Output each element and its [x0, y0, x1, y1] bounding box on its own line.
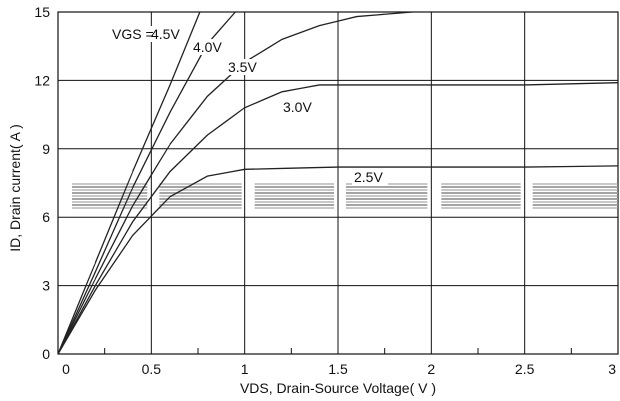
curve-label-bg [191, 39, 227, 55]
y-axis-label: ID, Drain current( A ) [7, 124, 23, 252]
artifact-stripe [532, 195, 618, 197]
artifact-stripe [254, 192, 334, 194]
y-tick-label: 9 [42, 141, 50, 157]
artifact-stripe [346, 192, 428, 194]
curve-label-bg [281, 99, 317, 115]
artifact-stripe [159, 201, 242, 203]
artifact-stripe [441, 207, 521, 209]
artifact-stripe [532, 204, 618, 206]
x-tick-label: 1 [241, 361, 249, 377]
curve-label-bg [149, 26, 185, 42]
curve-label-2-5v: 2.5V [354, 169, 383, 185]
artifact-stripe [254, 204, 334, 206]
artifact-stripe [346, 186, 428, 188]
artifact-stripe [346, 201, 428, 203]
y-tick-label: 15 [34, 4, 50, 20]
artifact-stripe [346, 204, 428, 206]
y-tick-label: 6 [42, 209, 50, 225]
curve-label-bg [352, 169, 388, 185]
x-tick-label: 1.5 [328, 361, 348, 377]
artifact-stripe [532, 189, 618, 191]
artifact-stripe [346, 198, 428, 200]
artifact-stripe [159, 204, 242, 206]
x-tick-label: 2 [427, 361, 435, 377]
series-3-0v-line [57, 82, 619, 355]
artifact-stripe [159, 195, 242, 197]
curve-label-3-5v: 3.5V [228, 59, 257, 75]
artifact-stripe [532, 201, 618, 203]
artifact-stripe [72, 186, 148, 188]
artifact-stripe [532, 186, 618, 188]
vgs-label: VGS = [112, 26, 154, 42]
artifact-stripe [532, 207, 618, 209]
artifact-stripe [532, 183, 618, 185]
x-axis-label: VDS, Drain-Source Voltage( V ) [240, 380, 436, 396]
artifact-stripe [72, 198, 148, 200]
artifact-stripe [72, 189, 148, 191]
artifact-stripe [72, 201, 148, 203]
series-4-5v-line [57, 11, 201, 355]
artifact-stripe [441, 204, 521, 206]
artifact-stripe [254, 201, 334, 203]
artifact-stripe [441, 198, 521, 200]
artifact-stripe [254, 183, 334, 185]
artifact-stripe [441, 189, 521, 191]
curve-label-4-5v: 4.5V [151, 26, 180, 42]
artifact-stripe [441, 192, 521, 194]
x-tick-label: 0 [62, 361, 70, 377]
artifact-stripe [346, 207, 428, 209]
artifact-stripe [254, 189, 334, 191]
artifact-stripe [159, 183, 242, 185]
artifact-stripe [441, 195, 521, 197]
artifact-stripe [72, 183, 148, 185]
curve-label-4-0v: 4.0V [193, 39, 222, 55]
x-tick-label: 0.5 [142, 361, 162, 377]
x-tick-label: 3 [608, 361, 616, 377]
artifact-stripe [441, 186, 521, 188]
artifact-stripe [441, 183, 521, 185]
artifact-stripe [346, 195, 428, 197]
artifact-stripe [441, 201, 521, 203]
artifact-stripe [72, 207, 148, 209]
y-tick-label: 12 [34, 72, 50, 88]
artifact-stripe [532, 192, 618, 194]
x-tick-label: 2.5 [515, 361, 535, 377]
scan-artifact-band [72, 183, 618, 209]
artifact-stripe [72, 195, 148, 197]
artifact-stripe [346, 189, 428, 191]
artifact-stripe [254, 198, 334, 200]
curve-label-bg [226, 59, 262, 75]
curve-label-3-0v: 3.0V [283, 99, 312, 115]
artifact-stripe [254, 186, 334, 188]
series-3-5v-line [57, 11, 413, 355]
artifact-stripe [159, 186, 242, 188]
artifact-stripe [254, 195, 334, 197]
series-2-5v-line [57, 165, 619, 355]
curve-labels: 4.5V 4.0V 3.5V 3.0V 2.5V [149, 26, 388, 185]
artifact-stripe [159, 207, 242, 209]
artifact-stripe [159, 189, 242, 191]
artifact-stripe [72, 204, 148, 206]
artifact-stripe [254, 207, 334, 209]
y-tick-label: 3 [42, 278, 50, 294]
tick-labels: 0 0.5 1 1.5 2 2.5 3 0 3 6 9 12 15 [34, 4, 616, 377]
artifact-stripe [159, 198, 242, 200]
artifact-stripe [72, 192, 148, 194]
series-curves [57, 11, 619, 355]
artifact-stripe [159, 192, 242, 194]
y-tick-label: 0 [42, 346, 50, 362]
artifact-stripe [532, 198, 618, 200]
